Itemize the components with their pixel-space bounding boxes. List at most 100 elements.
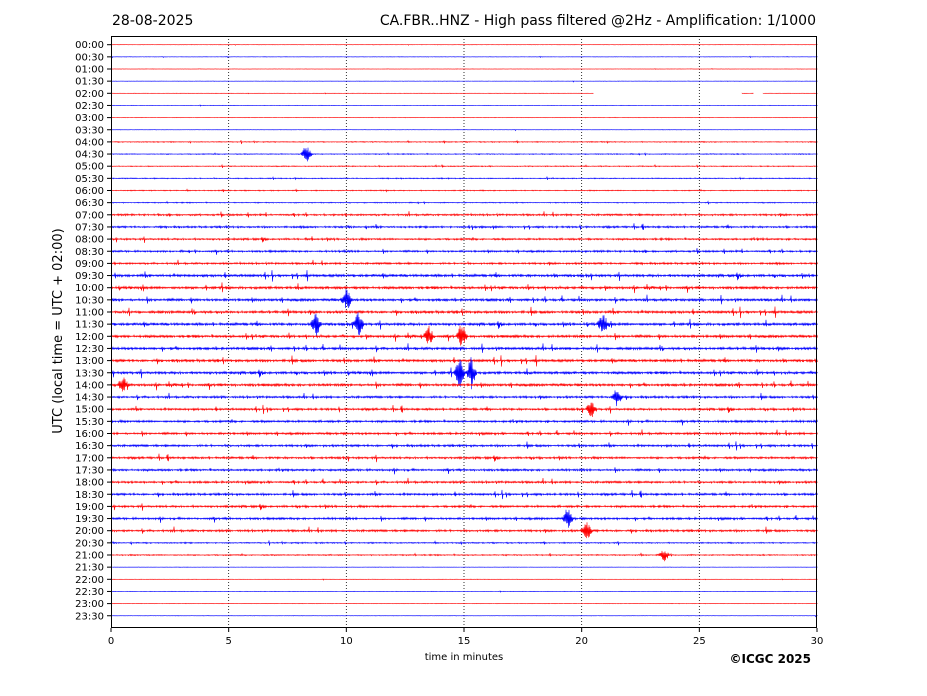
y-tick-label: 09:00	[75, 259, 104, 270]
y-tick-label: 02:00	[75, 89, 104, 100]
y-tick-label: 17:30	[75, 465, 104, 476]
trace-row-0030	[110, 55, 818, 59]
y-tick-label: 01:30	[75, 77, 104, 88]
trace-row-1800	[110, 477, 818, 486]
trace-row-1500	[110, 402, 818, 417]
y-tick-label: 11:30	[75, 320, 104, 331]
y-tick-label: 16:00	[75, 429, 104, 440]
y-tick-label: 05:00	[75, 162, 104, 173]
trace-row-0830	[110, 247, 818, 255]
trace-row-0630	[110, 200, 818, 205]
trace-row-1230	[110, 343, 818, 353]
copyright-label: ©ICGC 2025	[729, 652, 811, 666]
trace-row-1030	[110, 288, 818, 309]
x-tick-label-5: 5	[225, 636, 231, 647]
y-tick-label: 15:00	[75, 405, 104, 416]
y-tick-label: 00:00	[75, 40, 104, 51]
y-tick-label: 23:30	[75, 611, 104, 622]
trace-row-2000	[110, 522, 818, 539]
x-tick-label-0: 0	[108, 636, 114, 647]
y-tick-label: 14:00	[75, 380, 104, 391]
trace-row-0530	[110, 176, 818, 181]
x-axis-ticks: 0 5 10 15 20 25 30	[108, 628, 824, 647]
y-tick-label: 06:00	[75, 186, 104, 197]
y-axis-label: UTC (local time = UTC + 02:00)	[51, 228, 66, 433]
trace-row-2100	[110, 550, 818, 562]
x-tick-label-15: 15	[458, 636, 471, 647]
x-axis-label: time in minutes	[425, 652, 504, 663]
y-tick-label: 05:30	[75, 174, 104, 185]
y-tick-label: 00:30	[75, 52, 104, 63]
y-tick-label: 18:00	[75, 478, 104, 489]
y-tick-label: 07:00	[75, 210, 104, 221]
y-tick-label: 08:00	[75, 235, 104, 246]
trace-row-1200	[110, 325, 818, 346]
seismic-traces	[110, 44, 818, 618]
x-tick-label-10: 10	[340, 636, 353, 647]
trace-row-0230	[110, 104, 818, 107]
trace-row-1930	[110, 509, 818, 528]
y-tick-label: 13:00	[75, 356, 104, 367]
trace-row-0500	[110, 163, 818, 168]
y-tick-label: 22:30	[75, 587, 104, 598]
y-tick-label: 14:30	[75, 393, 104, 404]
trace-row-0800	[110, 236, 818, 243]
y-tick-label: 10:00	[75, 283, 104, 294]
plot-frame	[111, 36, 817, 628]
trace-row-1830	[110, 489, 818, 500]
trace-row-0000	[110, 44, 818, 46]
trace-row-1300	[110, 355, 818, 367]
trace-row-0430	[110, 147, 818, 162]
trace-row-1130	[110, 312, 818, 338]
x-tick-label-30: 30	[811, 636, 824, 647]
y-tick-label: 19:30	[75, 514, 104, 525]
trace-row-1430	[110, 390, 818, 407]
y-tick-label: 07:30	[75, 222, 104, 233]
trace-row-0930	[110, 270, 818, 282]
trace-row-0300	[110, 116, 818, 119]
y-tick-label: 21:30	[75, 563, 104, 574]
y-tick-label: 09:30	[75, 271, 104, 282]
y-tick-label: 20:30	[75, 538, 104, 549]
y-tick-label: 03:30	[75, 125, 104, 136]
trace-row-0730	[110, 223, 818, 231]
trace-row-1700	[110, 453, 818, 463]
trace-row-1400	[110, 377, 818, 392]
trace-row-0200	[110, 92, 818, 95]
trace-row-2030	[110, 540, 818, 546]
x-tick-label-20: 20	[575, 636, 588, 647]
y-tick-label: 16:30	[75, 441, 104, 452]
trace-row-2200	[110, 578, 818, 581]
trace-row-1530	[110, 418, 818, 426]
trace-row-0700	[110, 211, 818, 218]
y-tick-label: 02:30	[75, 101, 104, 112]
y-tick-label: 13:30	[75, 368, 104, 379]
trace-row-0900	[110, 259, 818, 266]
x-tick-label-25: 25	[693, 636, 706, 647]
trace-row-1600	[110, 429, 818, 437]
y-tick-label: 11:00	[75, 308, 104, 319]
y-tick-label: 12:30	[75, 344, 104, 355]
trace-row-2130	[110, 566, 818, 568]
y-tick-label: 17:00	[75, 453, 104, 464]
y-tick-label: 01:00	[75, 65, 104, 76]
y-tick-label: 12:00	[75, 332, 104, 343]
y-tick-label: 06:30	[75, 198, 104, 209]
y-tick-label: 15:30	[75, 417, 104, 428]
trace-row-1000	[110, 282, 818, 294]
trace-row-1330	[110, 357, 818, 390]
y-tick-label: 03:00	[75, 113, 104, 124]
trace-row-0400	[110, 139, 818, 145]
chart-title: CA.FBR..HNZ - High pass filtered @2Hz - …	[380, 13, 816, 29]
trace-row-2330	[110, 614, 818, 618]
trace-row-0330	[110, 129, 818, 132]
trace-row-1630	[110, 441, 818, 451]
y-tick-label: 04:00	[75, 137, 104, 148]
trace-row-0600	[110, 188, 818, 193]
trace-row-1100	[110, 306, 818, 319]
y-tick-label: 18:30	[75, 490, 104, 501]
trace-row-2230	[110, 590, 818, 593]
date-label: 28-08-2025	[112, 13, 193, 29]
